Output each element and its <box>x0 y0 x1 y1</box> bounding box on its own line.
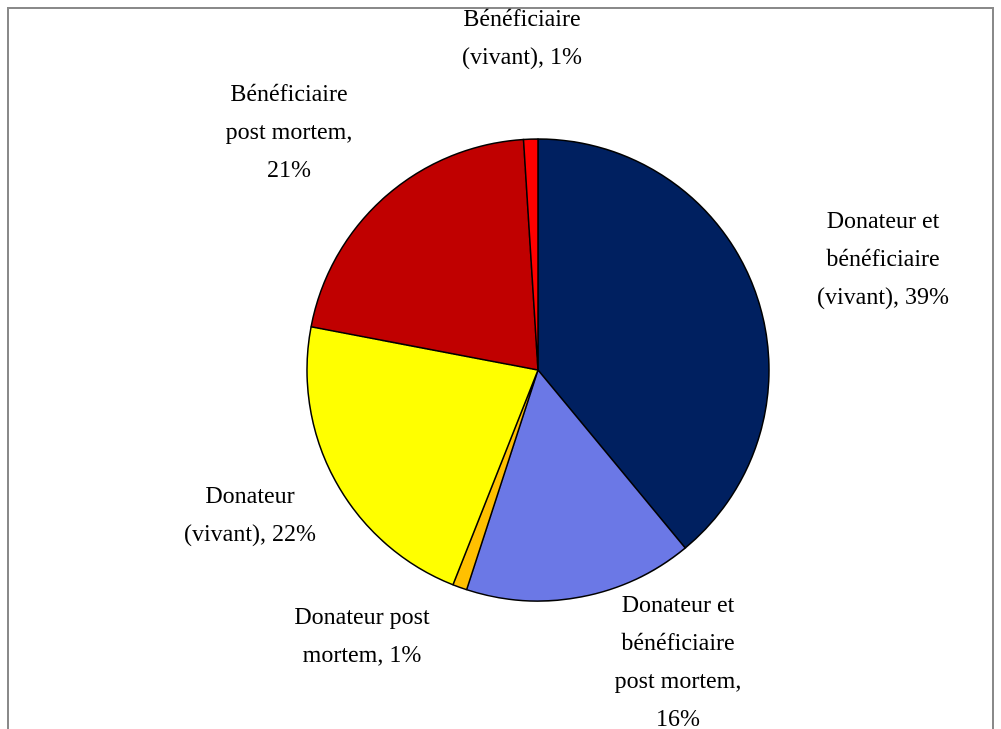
label-line: Donateur <box>205 483 294 509</box>
label-line: bénéficiaire <box>621 630 734 656</box>
pie-slice <box>306 325 540 586</box>
data-label: Bénéficiaire post mortem, 21% <box>226 81 353 183</box>
data-label: Donateur (vivant), 22% <box>184 483 316 547</box>
label-line: (vivant), 1% <box>462 44 582 70</box>
data-label: Donateur post mortem, 1% <box>294 604 430 668</box>
label-line: Donateur et <box>622 592 735 618</box>
label-line: mortem, 1% <box>303 642 422 668</box>
data-label: Donateur et bénéficiaire (vivant), 39% <box>817 208 949 310</box>
frame <box>7 7 994 729</box>
label-line: (vivant), 22% <box>184 521 316 547</box>
label-line: (vivant), 39% <box>817 284 949 310</box>
pie-slice <box>465 368 687 602</box>
label-line: post mortem, <box>226 119 353 145</box>
data-label: Donateur et bénéficiaire post mortem, 16% <box>615 592 742 729</box>
label-line: bénéficiaire <box>826 246 939 272</box>
pie-slice <box>537 138 770 550</box>
label-line: Donateur et <box>827 208 940 234</box>
label-line: Bénéficiaire <box>463 6 580 32</box>
pie-slice <box>310 138 539 371</box>
pie-slice <box>522 138 539 371</box>
label-line: 21% <box>267 157 311 183</box>
label-line: post mortem, <box>615 668 742 694</box>
label-line: Donateur post <box>294 604 430 630</box>
label-line: Bénéficiaire <box>230 81 347 107</box>
label-line: 16% <box>656 706 700 729</box>
data-label: Bénéficiaire (vivant), 1% <box>462 6 582 70</box>
